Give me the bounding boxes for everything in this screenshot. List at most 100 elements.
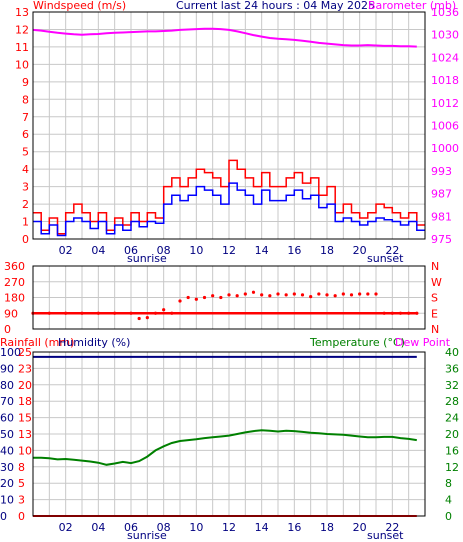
wind-average-series (33, 182, 425, 237)
humidity-tick-label: 80 (0, 379, 14, 392)
windspeed-tick-label: 7 (22, 111, 29, 124)
barometer-axis-title: Barometer (mb) (368, 0, 456, 12)
temperature-tick-label: 28 (445, 395, 459, 408)
rainfall-tick-label: 0 (18, 510, 25, 523)
windspeed-tick-label: 11 (15, 41, 29, 54)
rainfall-tick-label: 25 (18, 346, 32, 359)
barometer-tick-label: 1012 (431, 97, 459, 110)
humidity-tick-label: 20 (0, 477, 14, 490)
x-tick-label: 16 (287, 521, 301, 534)
direction-point (235, 294, 239, 298)
x-tick-label: 08 (157, 521, 171, 534)
direction-point (137, 316, 141, 321)
chart-title: Current last 24 hours : 04 May 2025 (176, 0, 375, 12)
humidity-tick-label: 70 (0, 395, 14, 408)
humidity-tick-label: 40 (0, 444, 14, 457)
windspeed-tick-label: 1 (22, 216, 29, 229)
windspeed-tick-label: 9 (22, 76, 29, 89)
windspeed-tick-label: 5 (22, 146, 29, 159)
direction-point (349, 293, 354, 297)
rainfall-tick-label: 23 (18, 362, 32, 375)
rainfall-axis-title: Rainfall (mm) (0, 336, 74, 349)
direction-point (317, 292, 321, 296)
x-tick-label: 22 (385, 244, 399, 257)
x-tick-label: 12 (222, 521, 236, 534)
sunrise-label-top: sunrise (127, 252, 167, 265)
direction-point (358, 292, 362, 296)
sunrise-label-bottom: sunrise (127, 529, 167, 542)
barometer-tick-label: 975 (431, 233, 452, 246)
direction-point (251, 290, 256, 294)
windspeed-axis-title: Windspeed (m/s) (33, 0, 126, 12)
x-tick-label: 18 (320, 521, 334, 534)
direction-compass-label: N (431, 260, 439, 273)
x-tick-label: 02 (59, 521, 73, 534)
direction-point (292, 292, 296, 296)
panel-frame (32, 265, 426, 330)
temperature-tick-label: 36 (445, 362, 459, 375)
direction-degree-label: 180 (4, 292, 25, 305)
rainfall-tick-label: 3 (18, 494, 25, 507)
x-tick-label: 22 (385, 521, 399, 534)
direction-point (300, 293, 305, 297)
x-tick-label: 12 (222, 244, 236, 257)
direction-point (260, 293, 264, 297)
direction-point (374, 292, 378, 296)
direction-point (276, 292, 280, 296)
windspeed-tick-label: 4 (22, 163, 29, 176)
rainfall-tick-label: 8 (18, 461, 25, 474)
temperature-tick-label: 12 (445, 461, 459, 474)
direction-point (219, 295, 223, 300)
x-tick-label: 20 (353, 244, 367, 257)
rainfall-tick-label: 15 (18, 412, 32, 425)
direction-degree-label: 360 (4, 260, 25, 273)
direction-degree-label: 0 (4, 323, 11, 336)
direction-point (162, 308, 166, 312)
rainfall-tick-label: 20 (18, 379, 32, 392)
temperature-tick-label: 24 (445, 412, 459, 425)
windspeed-tick-label: 12 (15, 23, 29, 36)
x-tick-label: 06 (124, 244, 138, 257)
barometer-tick-label: 993 (431, 165, 452, 178)
x-tick-label: 08 (157, 244, 171, 257)
direction-compass-label: E (431, 307, 438, 320)
humidity-tick-label: 90 (0, 362, 14, 375)
panel-frame (32, 11, 426, 240)
x-tick-label: 16 (287, 244, 301, 257)
direction-point (366, 292, 370, 296)
rainfall-tick-label: 18 (18, 395, 32, 408)
temperature-tick-label: 16 (445, 444, 459, 457)
humidity-tick-label: 10 (0, 494, 14, 507)
temperature-tick-label: 0 (445, 510, 452, 523)
humidity-tick-label: 30 (0, 461, 14, 474)
windspeed-tick-label: 8 (22, 93, 29, 106)
barometer-tick-label: 1036 (431, 6, 459, 19)
direction-point (325, 293, 329, 297)
direction-compass-label: S (431, 292, 438, 305)
x-tick-label: 04 (91, 521, 105, 534)
barometer-tick-label: 981 (431, 210, 452, 223)
temperature-tick-label: 8 (445, 477, 452, 490)
humidity-tick-label: 100 (0, 346, 21, 359)
direction-compass-label: N (431, 323, 439, 336)
temperature-tick-label: 20 (445, 428, 459, 441)
direction-point (341, 292, 345, 296)
windspeed-tick-label: 13 (15, 6, 29, 19)
direction-point (186, 295, 190, 300)
direction-point (178, 299, 182, 303)
temperature-series (33, 429, 417, 466)
x-tick-label: 10 (189, 521, 203, 534)
barometer-tick-label: 1024 (431, 51, 459, 64)
humidity-tick-label: 60 (0, 412, 14, 425)
barometer-tick-label: 1030 (431, 29, 459, 42)
x-tick-label: 18 (320, 244, 334, 257)
rainfall-tick-label: 10 (18, 444, 32, 457)
direction-point (268, 294, 272, 298)
barometer-tick-label: 1018 (431, 74, 459, 87)
sunset-label-bottom: sunset (367, 529, 404, 542)
barometer-tick-label: 1006 (431, 120, 459, 133)
temperature-tick-label: 4 (445, 494, 452, 507)
direction-point (284, 293, 288, 297)
windspeed-tick-label: 6 (22, 128, 29, 141)
